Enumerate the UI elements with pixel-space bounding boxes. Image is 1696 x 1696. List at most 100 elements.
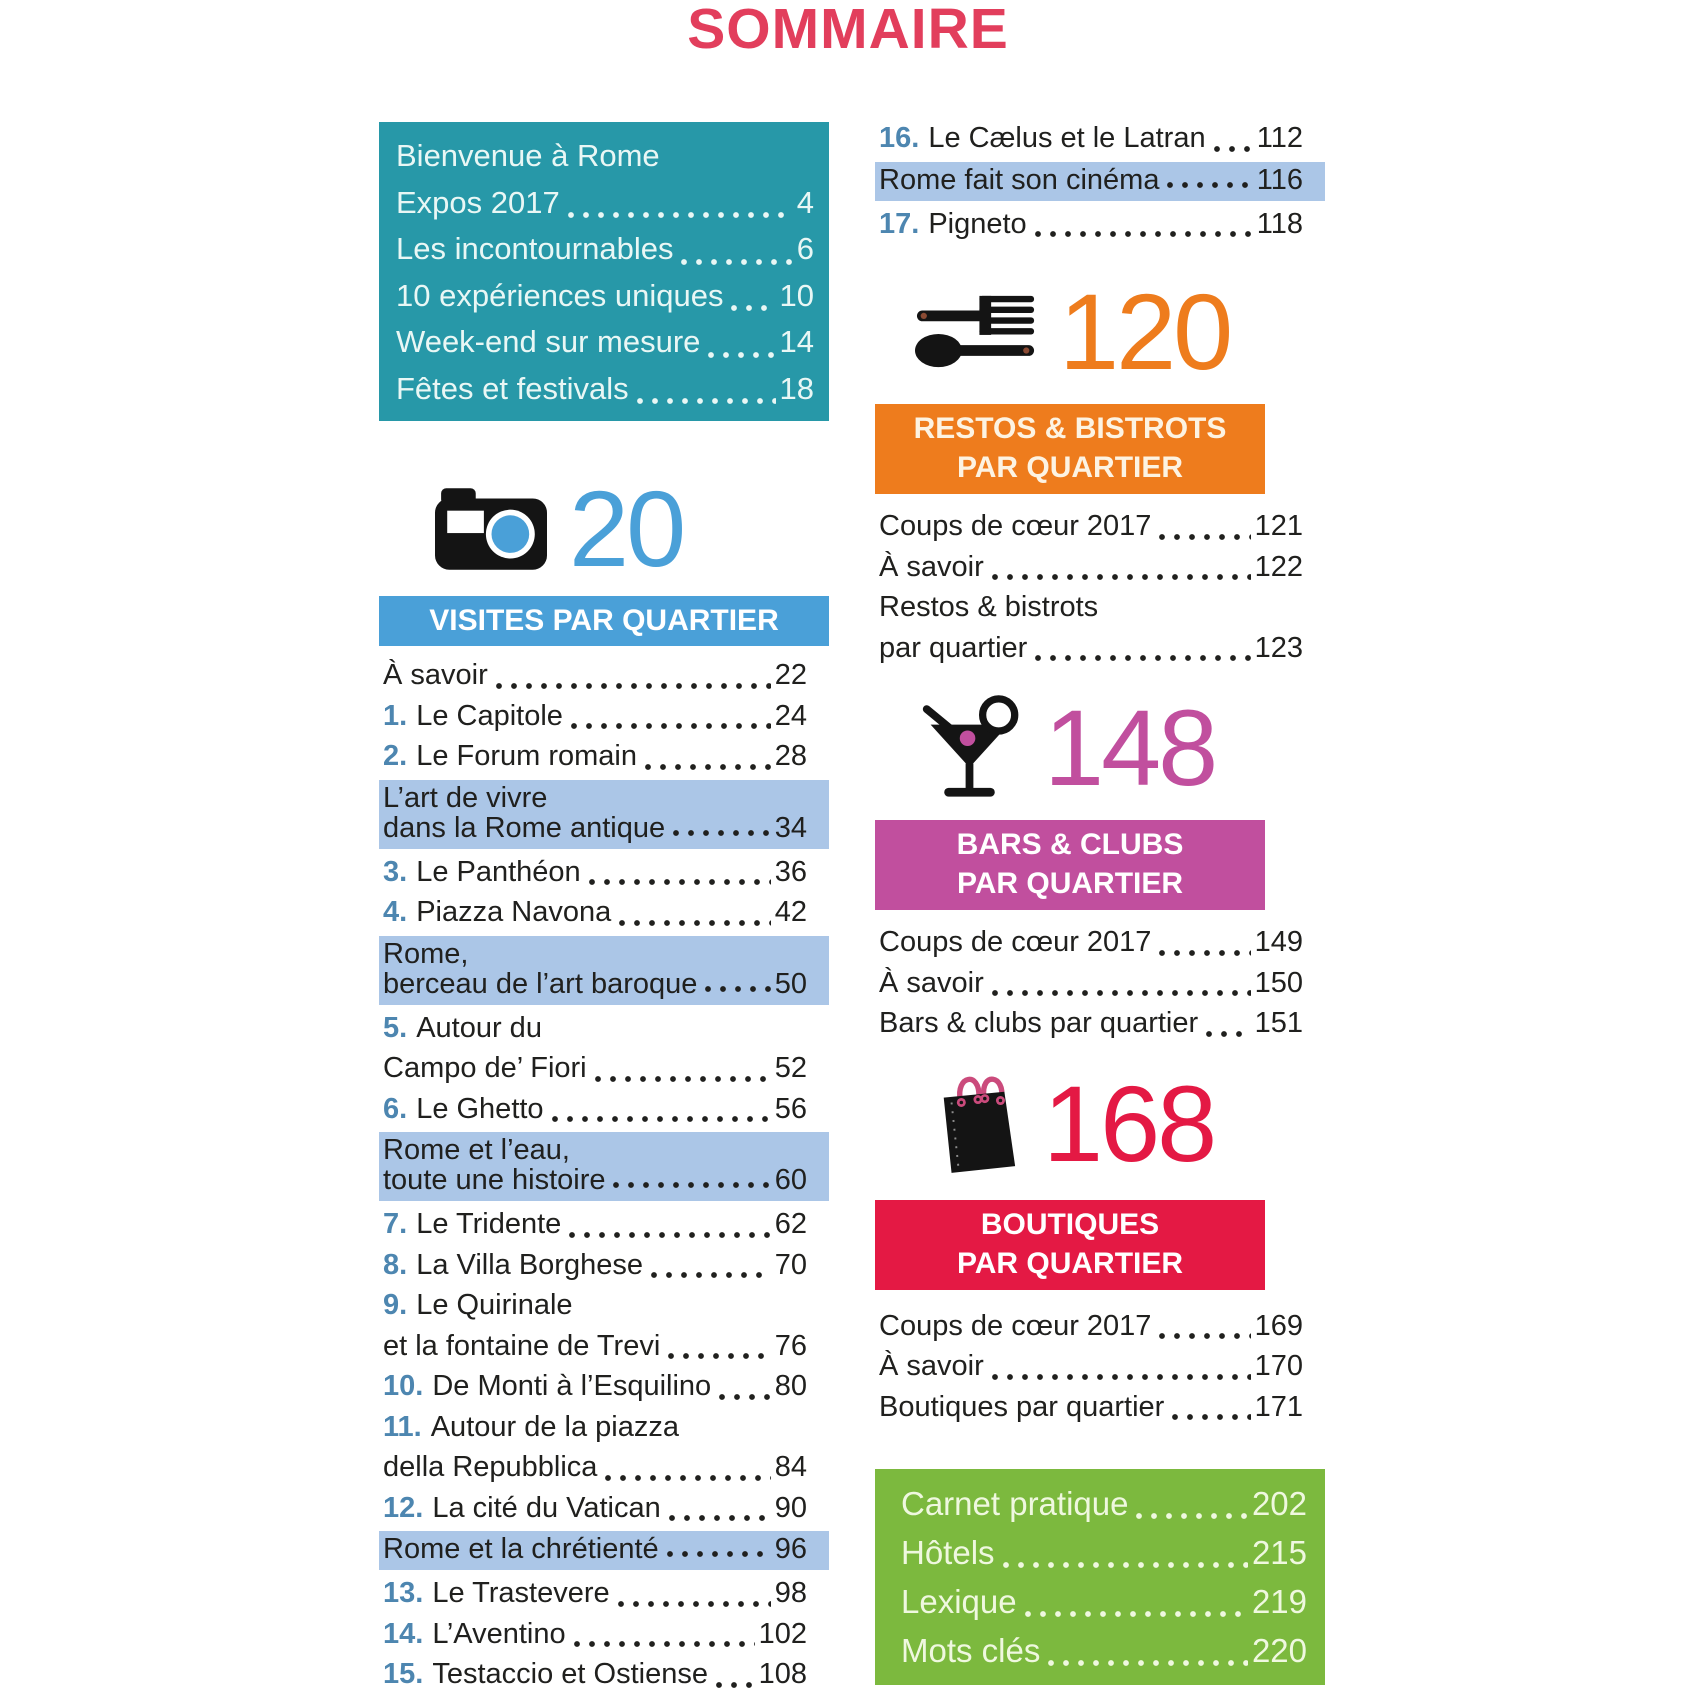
toc-entry-highlighted: Rome, berceau de l’art baroque 50	[379, 935, 829, 1005]
toc-line: Boutiques par quartier 171	[879, 1387, 1303, 1428]
entry-page-number: 42	[774, 896, 807, 928]
entry-label: 10 expériences uniques	[396, 277, 724, 313]
toc-line: 16. Le Cælus et le Latran 112	[879, 118, 1303, 159]
entry-page-number: 10	[779, 277, 814, 313]
entry-page-number: 108	[758, 1658, 807, 1690]
entry-label: Pigneto	[928, 207, 1027, 240]
toc-entry: À savoir 122	[875, 547, 1325, 588]
visites-toc-continued: 16. Le Cælus et le Latran 112 Rome fait son…	[875, 118, 1325, 244]
entry-label: Restos & bistrots	[879, 591, 1099, 623]
entry-page-number: 56	[774, 1092, 807, 1125]
entry-label: Lexique	[901, 1583, 1017, 1620]
toc-line: Week-end sur mesure 14	[396, 319, 814, 366]
entry-label: Testaccio et Ostiense	[432, 1658, 708, 1690]
toc-line: Rome et l’eau,	[383, 1135, 807, 1165]
dot-leader	[619, 917, 771, 927]
cutlery-icon	[915, 295, 1035, 368]
dot-leader	[715, 1679, 755, 1689]
toc-line: 8. La Villa Borghese 70	[383, 1245, 807, 1286]
toc-entry: 10 expériences uniques 10	[396, 273, 814, 320]
dot-leader	[1206, 1028, 1251, 1038]
bars-section-header: 148	[917, 694, 1325, 802]
section-start-page: 120	[1059, 271, 1233, 392]
entry-label: De Monti à l’Esquilino	[432, 1370, 712, 1402]
dot-leader	[1159, 947, 1251, 957]
entry-page-number: 98	[774, 1577, 807, 1609]
dot-leader	[731, 303, 776, 312]
dot-leader	[588, 877, 771, 886]
entry-label: della Repubblica	[383, 1451, 598, 1483]
intro-box: Bienvenue à Rome Expos 2017 4 Les incontour…	[379, 122, 829, 421]
dot-leader	[666, 1549, 771, 1558]
entry-number: 8.	[383, 1248, 408, 1281]
entry-label: Bienvenue à Rome	[396, 138, 660, 173]
toc-entry: 3. Le Panthéon 36	[379, 852, 829, 893]
entry-page-number: 14	[779, 324, 814, 359]
entry-number: 9.	[383, 1289, 408, 1321]
dot-leader	[570, 721, 771, 730]
toc-entry: Boutiques par quartier 171	[875, 1387, 1325, 1428]
entry-page-number: 112	[1256, 122, 1303, 154]
entry-label: Le Trastevere	[432, 1577, 610, 1609]
section-start-page: 168	[1043, 1062, 1217, 1184]
toc-entry: À savoir 150	[875, 963, 1325, 1004]
toc-line: Hôtels 215	[901, 1528, 1307, 1577]
dot-leader	[705, 983, 771, 993]
toc-line: Lexique 219	[901, 1577, 1307, 1626]
entry-page-number: 202	[1251, 1485, 1307, 1522]
toc-line: 14. L’Aventino 102	[383, 1614, 807, 1655]
entry-page-number: 4	[796, 184, 814, 220]
toc-entry: 11. Autour de la piazza della Repubblica 84	[379, 1407, 829, 1488]
toc-entry: Bienvenue à Rome	[396, 133, 814, 180]
toc-entry: 7. Le Tridente 62	[379, 1204, 829, 1245]
dot-leader	[681, 256, 793, 266]
entry-number: 14.	[383, 1617, 424, 1650]
boutiques-banner: BOUTIQUES PAR QUARTIER	[875, 1199, 1265, 1290]
dot-leader	[573, 1639, 755, 1648]
toc-line: 10 expériences uniques 10	[396, 273, 814, 320]
entry-label: toute une histoire	[383, 1164, 606, 1196]
toc-line: 9. Le Quirinale	[383, 1285, 807, 1326]
entry-label: Rome,	[383, 937, 469, 970]
entry-page-number: 50	[774, 967, 807, 1000]
toc-entry: Hôtels 215	[901, 1528, 1307, 1577]
toc-line: Campo de’ Fiori 52	[383, 1048, 807, 1089]
toc-entry: 9. Le Quirinale et la fontaine de Trevi 76	[379, 1285, 829, 1366]
entry-page-number: 116	[1256, 163, 1303, 196]
dot-leader	[991, 988, 1251, 997]
shopping-bag-icon	[943, 1076, 1016, 1173]
toc-entry: Coups de cœur 2017 169	[875, 1306, 1325, 1347]
restos-section-header: 120	[915, 278, 1325, 386]
entry-label: Le Tridente	[416, 1208, 562, 1240]
toc-entry: Bars & clubs par quartier 151	[875, 1003, 1325, 1044]
dot-leader	[668, 1513, 771, 1522]
dot-leader	[650, 1270, 771, 1279]
entry-number: 3.	[383, 855, 408, 888]
entry-label: À savoir	[879, 1350, 984, 1382]
entry-label: À savoir	[879, 966, 984, 999]
entry-label: La Villa Borghese	[416, 1248, 643, 1281]
entry-page-number: 60	[774, 1164, 807, 1196]
entry-label: Rome et l’eau,	[383, 1134, 570, 1166]
entry-number: 7.	[383, 1208, 408, 1240]
dot-leader	[1159, 1331, 1251, 1340]
entry-label: Week-end sur mesure	[396, 324, 701, 359]
toc-line: 1. Le Capitole 24	[383, 696, 807, 737]
entry-label: Rome et la chrétienté	[383, 1533, 659, 1565]
boutiques-toc: Coups de cœur 2017 169 À savoir 170 Boutique…	[875, 1306, 1325, 1428]
banner-line: PAR QUARTIER	[956, 1246, 1184, 1280]
dot-leader	[1024, 1609, 1248, 1618]
dot-leader	[605, 1472, 771, 1482]
dot-leader	[567, 210, 793, 219]
toc-entry: 8. La Villa Borghese 70	[379, 1245, 829, 1286]
toc-entry: 5. Autour du Campo de’ Fiori 52	[379, 1008, 829, 1089]
entry-number: 4.	[383, 896, 408, 928]
entry-label: Le Forum romain	[416, 740, 637, 772]
dot-leader	[1048, 1658, 1248, 1667]
entry-page-number: 76	[774, 1329, 807, 1362]
visites-banner: VISITES PAR QUARTIER	[379, 596, 829, 646]
toc-line: Rome et la chrétienté 96	[383, 1534, 807, 1564]
entry-number: 5.	[383, 1011, 408, 1044]
toc-entry: Lexique 219	[901, 1577, 1307, 1626]
entry-label: Hôtels	[901, 1534, 995, 1571]
